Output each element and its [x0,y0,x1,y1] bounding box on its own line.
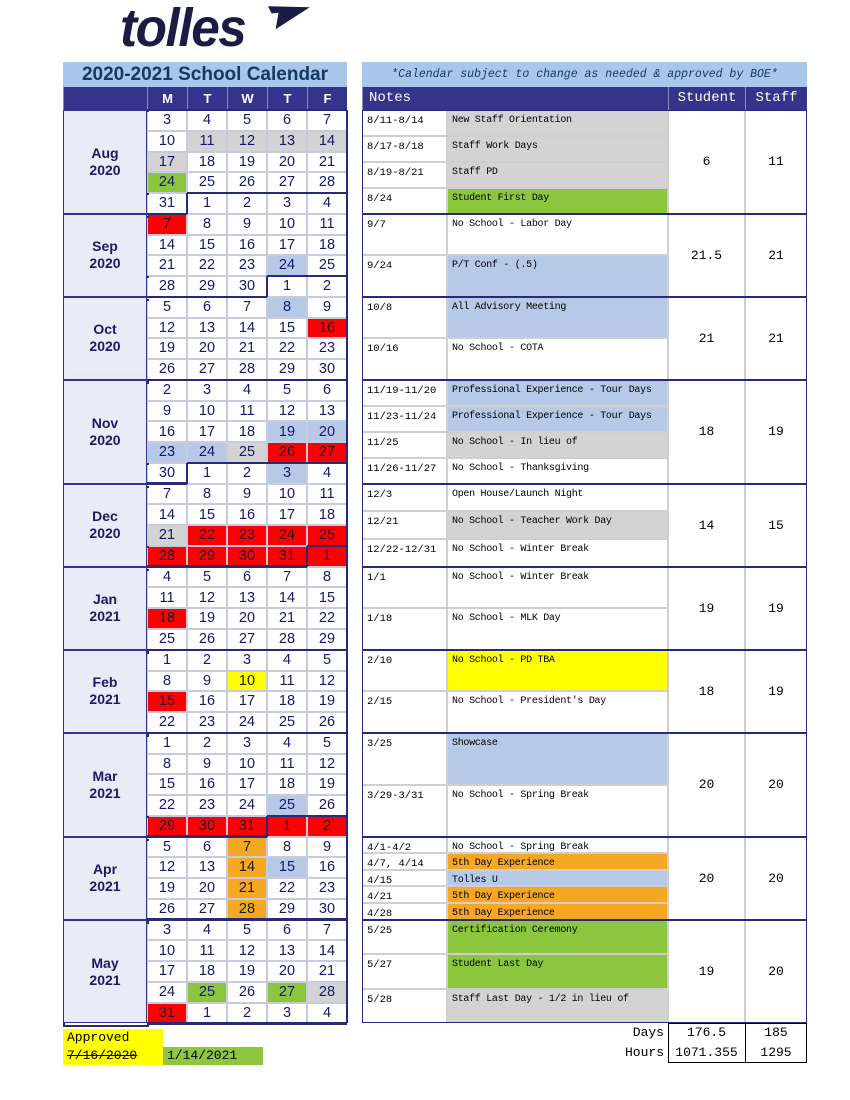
svg-text:tolles: tolles [120,0,246,58]
